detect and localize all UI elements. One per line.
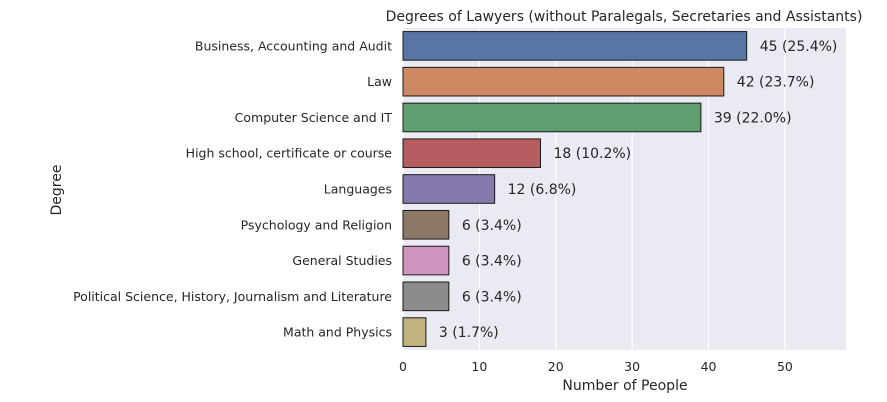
y-tick-label: General Studies (292, 253, 392, 268)
x-tick-label: 20 (548, 359, 564, 374)
bars (402, 31, 748, 347)
x-tick-label: 40 (701, 359, 717, 374)
bar-value-label: 18 (10.2%) (553, 146, 631, 162)
y-tick-label: Law (367, 74, 392, 89)
bar-value-label: 39 (22.0%) (714, 110, 792, 126)
x-tick-label: 30 (624, 359, 640, 374)
y-tick-label: Political Science, History, Journalism a… (73, 289, 392, 304)
bar (402, 31, 748, 61)
y-tick-label: Computer Science and IT (235, 110, 393, 125)
bar-value-label: 6 (3.4%) (462, 289, 522, 305)
bar (402, 66, 725, 97)
y-tick-labels: Business, Accounting and Audit Law Compute… (73, 38, 392, 339)
y-tick-label: Languages (324, 182, 392, 197)
bar (402, 102, 702, 133)
bar (402, 317, 427, 347)
y-axis-title: Degree (49, 165, 65, 216)
bar (402, 245, 450, 276)
y-tick-label: Math and Physics (283, 325, 392, 340)
bar (402, 174, 496, 204)
bar-value-label: 6 (3.4%) (462, 254, 522, 270)
x-axis-title: Number of People (562, 378, 687, 394)
bar-value-label: 3 (1.7%) (439, 325, 499, 341)
data-labels: 45 (25.4%) 42 (23.7%) 39 (22.0%) 18 (10.2%)… (439, 39, 837, 341)
bar (402, 209, 450, 240)
x-tick-label: 50 (777, 359, 793, 374)
bar (402, 281, 450, 312)
bar-value-label: 12 (6.8%) (508, 182, 577, 198)
chart-title: Degrees of Lawyers (without Paralegals, … (386, 9, 863, 25)
y-tick-label: Psychology and Religion (241, 217, 392, 232)
bar-value-label: 6 (3.4%) (462, 218, 522, 234)
bar-value-label: 45 (25.4%) (760, 39, 838, 55)
bar-value-label: 42 (23.7%) (737, 75, 815, 91)
x-tick-label: 10 (471, 359, 487, 374)
y-tick-label: High school, certificate or course (186, 146, 393, 161)
x-tick-labels: 0 10 20 30 40 50 (399, 359, 793, 374)
x-tick-label: 0 (399, 359, 407, 374)
bar (402, 138, 541, 169)
y-tick-label: Business, Accounting and Audit (195, 38, 392, 53)
